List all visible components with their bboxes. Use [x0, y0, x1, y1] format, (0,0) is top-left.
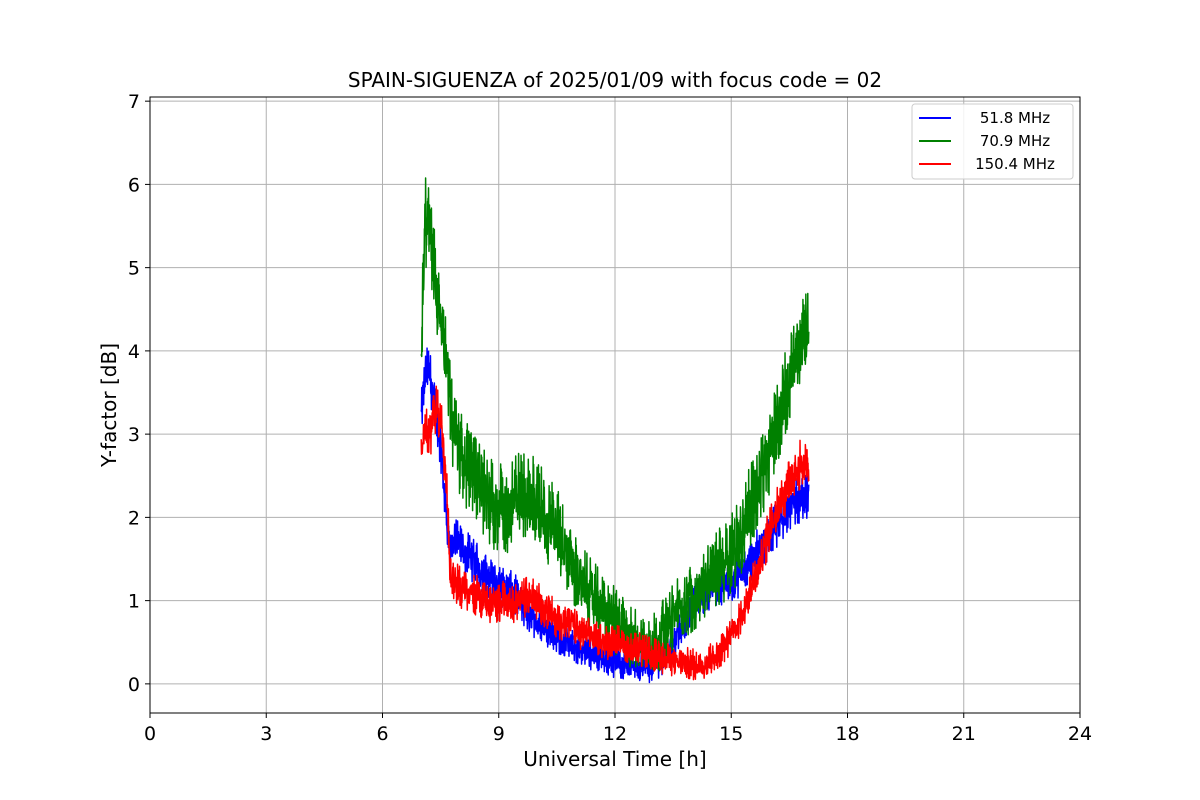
y-tick-label: 1 [128, 591, 140, 613]
legend-label: 150.4 MHz [975, 155, 1055, 173]
y-tick-label: 5 [128, 258, 140, 280]
x-axis: 0 3 6 9 12 15 18 21 24 [144, 713, 1092, 745]
x-tick-label: 24 [1068, 723, 1092, 745]
y-tick-label: 6 [128, 174, 140, 196]
series-line [420, 177, 810, 672]
y-tick-label: 3 [128, 424, 140, 446]
y-tick-label: 4 [128, 341, 140, 363]
y-axis-label: Y-factor [dB] [97, 343, 121, 468]
legend-label: 51.8 MHz [980, 109, 1050, 127]
y-axis: 0 1 2 3 4 5 6 7 [128, 91, 150, 696]
x-tick-label: 9 [493, 723, 505, 745]
x-tick-label: 6 [376, 723, 388, 745]
y-tick-label: 7 [128, 91, 140, 113]
x-tick-label: 21 [952, 723, 976, 745]
x-tick-label: 12 [603, 723, 627, 745]
legend-box [911, 103, 1074, 180]
x-tick-label: 15 [719, 723, 743, 745]
series-layer [420, 177, 810, 684]
legend: 51.8 MHz 70.9 MHz 150.4 MHz [911, 103, 1074, 180]
x-axis-label: Universal Time [h] [523, 747, 706, 771]
x-tick-label: 3 [260, 723, 272, 745]
series-line [420, 347, 810, 684]
legend-label: 70.9 MHz [980, 132, 1050, 150]
y-tick-label: 0 [128, 674, 140, 696]
y-tick-label: 2 [128, 507, 140, 529]
series-line [420, 385, 810, 681]
x-tick-label: 0 [144, 723, 156, 745]
chart-title: SPAIN-SIGUENZA of 2025/01/09 with focus … [348, 68, 882, 92]
x-tick-label: 18 [835, 723, 859, 745]
